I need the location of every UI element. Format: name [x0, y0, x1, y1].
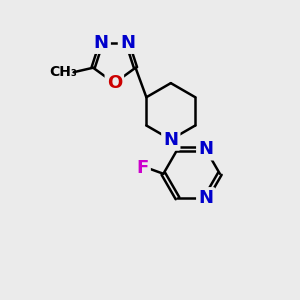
- Text: N: N: [163, 130, 178, 148]
- Text: CH₃: CH₃: [50, 65, 77, 79]
- Text: F: F: [136, 159, 149, 177]
- Text: N: N: [120, 34, 135, 52]
- Text: N: N: [198, 140, 213, 158]
- Text: N: N: [94, 34, 109, 52]
- Text: N: N: [198, 189, 213, 207]
- Text: O: O: [107, 74, 122, 92]
